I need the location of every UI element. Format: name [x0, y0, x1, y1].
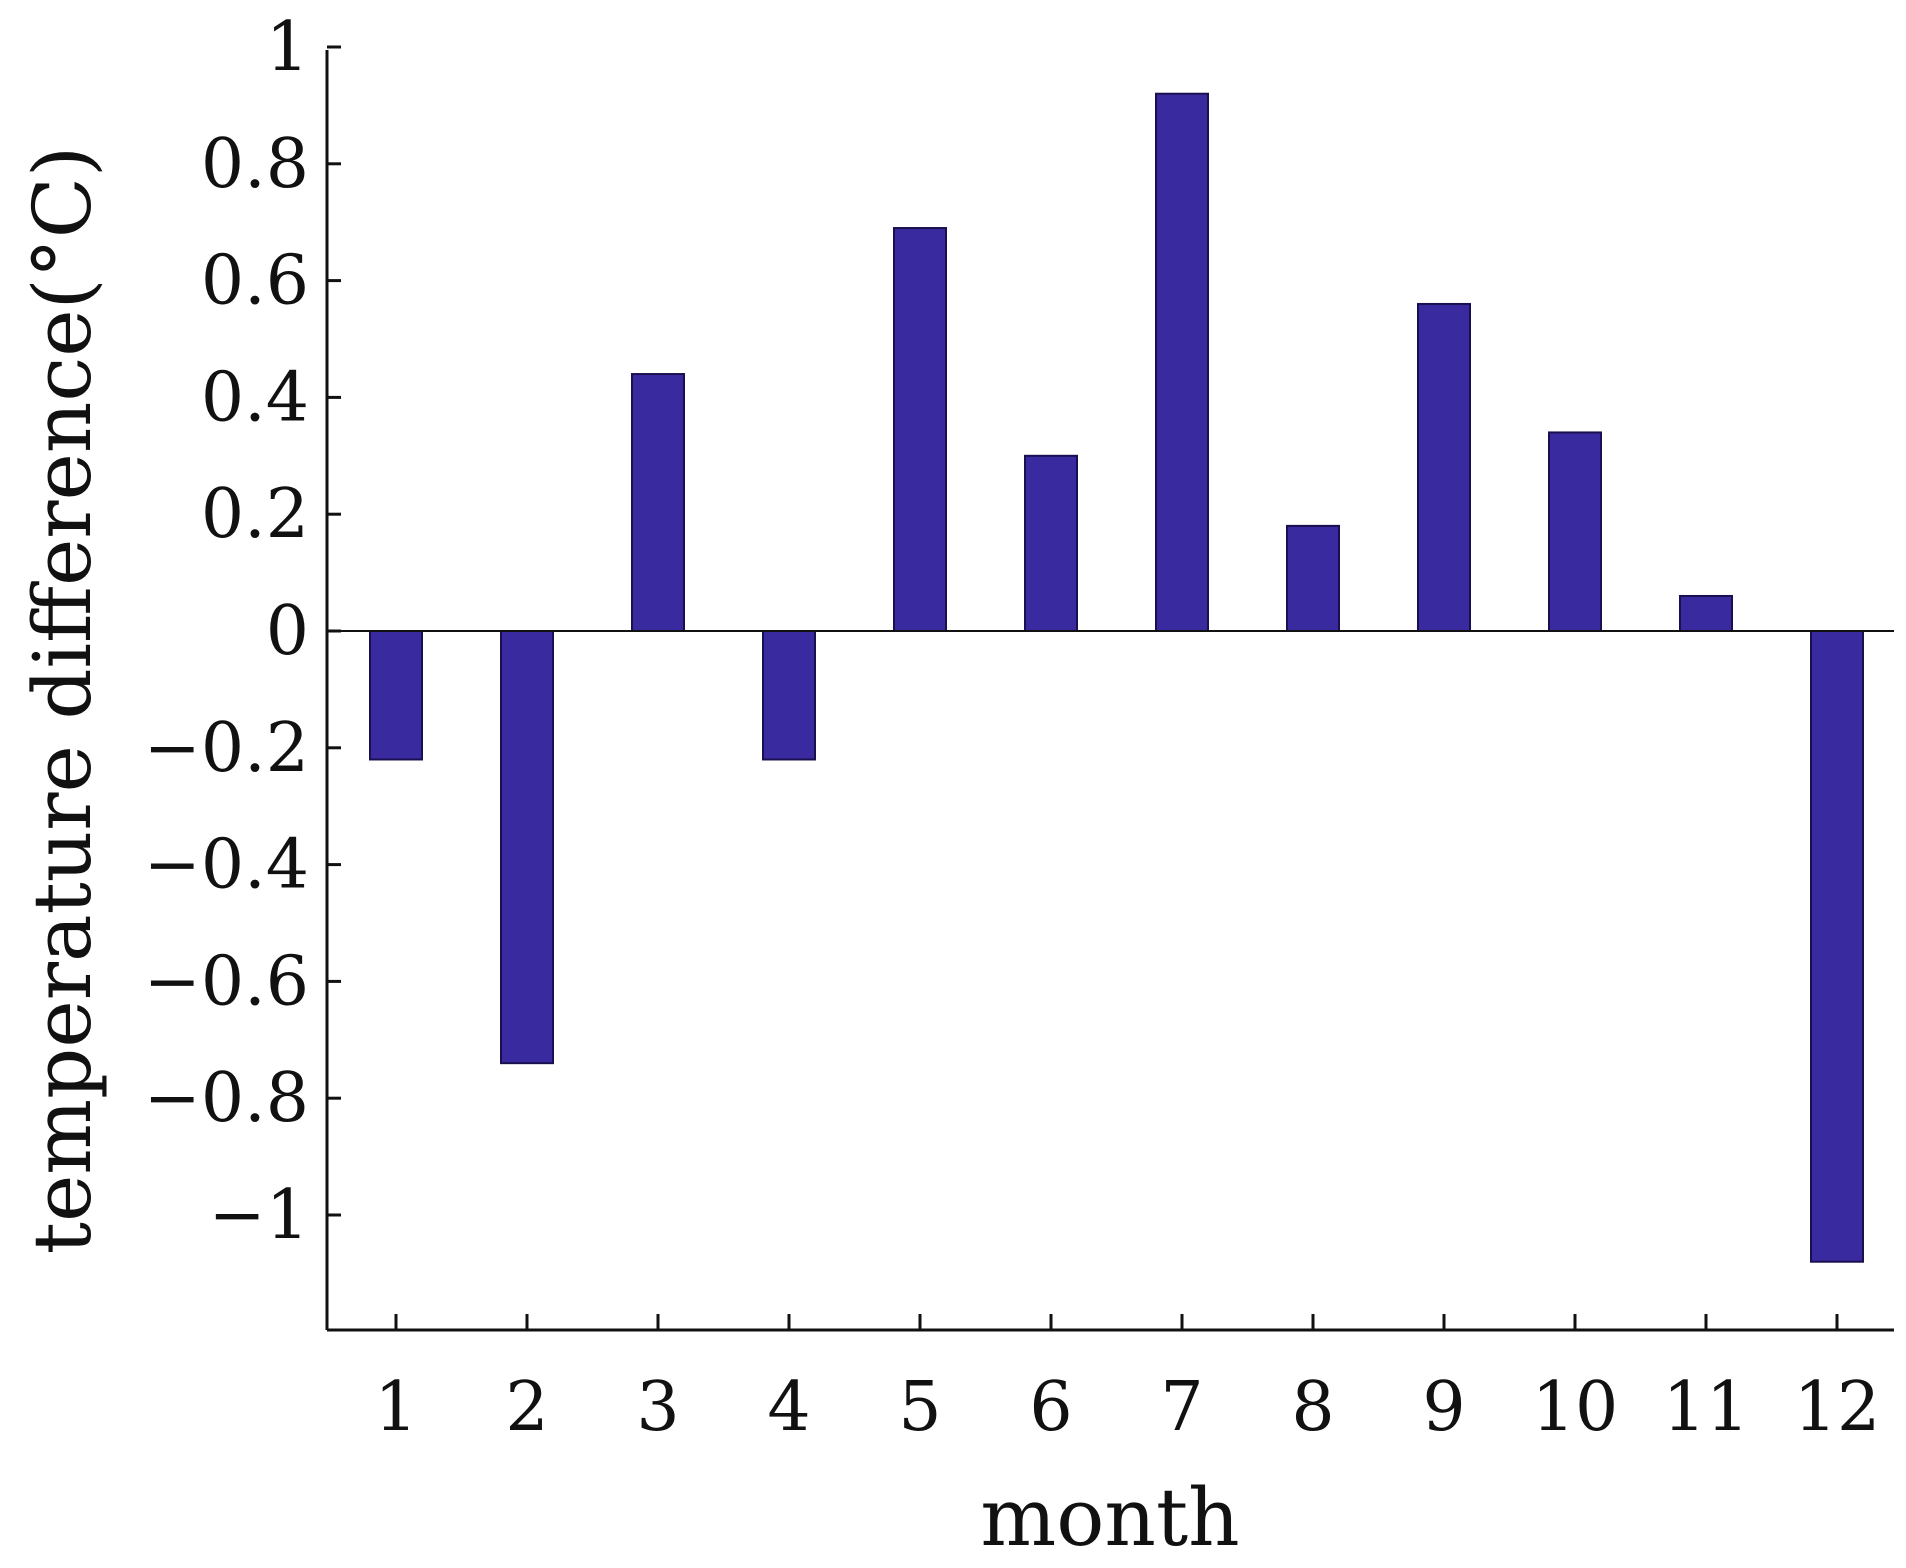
x-ticks-group: 1 2 3 4 5 6 7 8 9 10 11 12 — [374, 1314, 1880, 1447]
y-tick-label: 1 — [266, 8, 309, 87]
bar-month-6 — [1024, 454, 1078, 632]
y-tick-label: −0.8 — [144, 1059, 309, 1138]
bar-month-7 — [1155, 92, 1209, 633]
bar-month-9 — [1417, 302, 1471, 632]
x-tick-label: 1 — [374, 1368, 417, 1447]
y-tick-label: 0.2 — [201, 475, 309, 554]
y-tick-label: 0.8 — [201, 125, 309, 204]
x-tick-label: 12 — [1794, 1368, 1881, 1447]
y-tick-label: −0.6 — [144, 942, 309, 1021]
bar-month-12 — [1810, 630, 1864, 1263]
bar-month-1 — [369, 630, 423, 761]
x-tick-label: 2 — [505, 1368, 548, 1447]
y-axis-title: temperature difference(°C) — [16, 146, 109, 1254]
bar-month-11 — [1679, 594, 1733, 633]
y-ticks-group: 1 0.8 0.6 0.4 0.2 0 −0.2 −0.4 −0.6 −0.8 −1 — [144, 8, 341, 1255]
x-tick-label: 11 — [1663, 1368, 1750, 1447]
x-tick-label: 3 — [636, 1368, 679, 1447]
x-tick-label: 9 — [1422, 1368, 1465, 1447]
x-tick-label: 5 — [898, 1368, 941, 1447]
axes-group — [325, 50, 1894, 1332]
x-tick-label: 8 — [1291, 1368, 1334, 1447]
bar-month-10 — [1548, 431, 1602, 632]
x-tick-label: 6 — [1029, 1368, 1072, 1447]
y-tick-label: −1 — [209, 1176, 309, 1255]
x-axis-title: month — [980, 1471, 1239, 1564]
y-tick-label: −0.2 — [144, 709, 309, 788]
bar-month-5 — [893, 227, 947, 632]
bar-month-3 — [631, 373, 685, 632]
x-tick-label: 4 — [767, 1368, 810, 1447]
bar-month-4 — [762, 630, 816, 761]
y-tick-label: −0.4 — [144, 826, 309, 905]
y-tick-label: 0.6 — [201, 242, 309, 321]
x-tick-label: 10 — [1532, 1368, 1619, 1447]
bars-group — [369, 92, 1864, 1263]
bar-month-2 — [500, 630, 554, 1065]
y-tick-label: 0 — [266, 592, 309, 671]
y-tick-label: 0.4 — [201, 358, 309, 437]
bar-month-8 — [1286, 524, 1340, 633]
x-tick-label: 7 — [1160, 1368, 1203, 1447]
